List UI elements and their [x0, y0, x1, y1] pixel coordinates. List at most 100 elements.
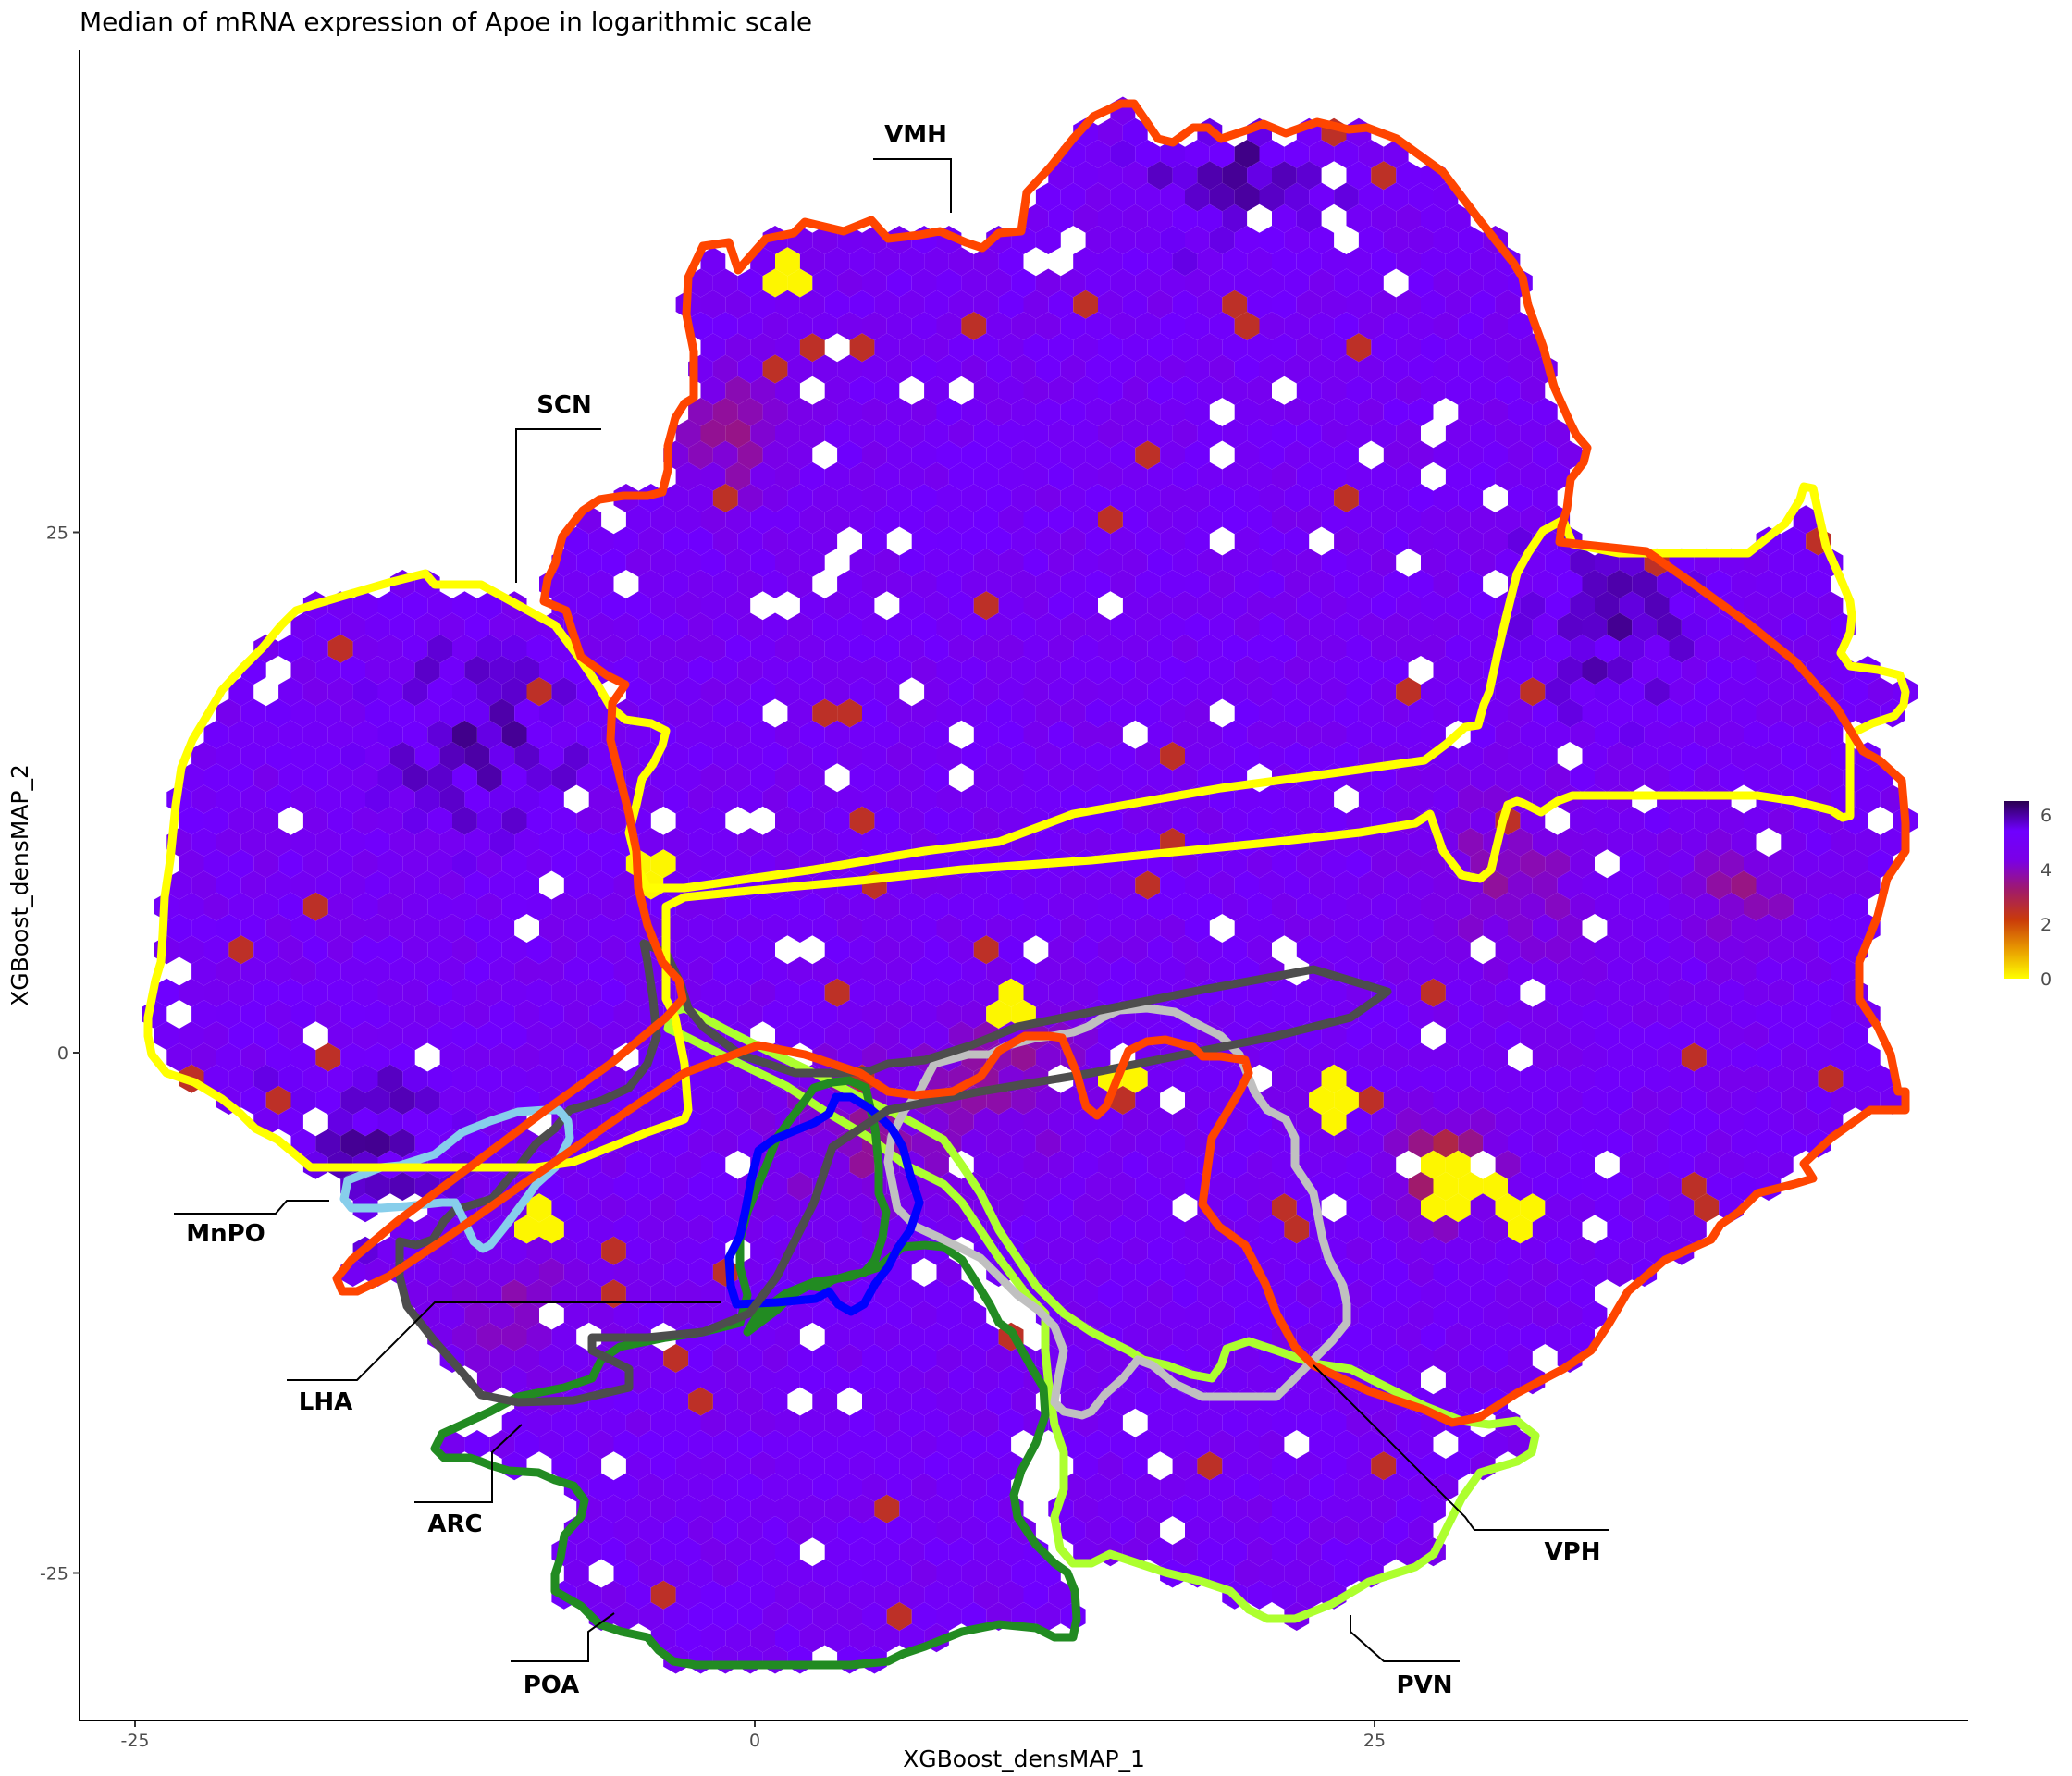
hex-bin — [1247, 978, 1272, 1007]
hex-bin — [775, 1451, 800, 1481]
hex-bin — [216, 828, 241, 857]
hex-bin — [1545, 763, 1571, 793]
hex-bin — [1284, 656, 1310, 684]
hex-bin — [539, 1344, 564, 1373]
hex-bin — [1744, 720, 1769, 749]
hex-bin — [886, 398, 912, 426]
hex-bin — [1421, 204, 1446, 233]
hex-bin — [973, 419, 999, 449]
hex-bin — [812, 526, 838, 556]
hex-bin — [1247, 376, 1272, 405]
hex-bin — [1396, 505, 1421, 535]
hex-bin — [1744, 634, 1769, 663]
hex-bin — [1458, 526, 1484, 556]
hex-bin — [1706, 1042, 1732, 1072]
hex-bin — [675, 935, 701, 965]
hex-bin — [849, 462, 875, 491]
hex-bin — [1110, 656, 1136, 684]
hex-bin — [1234, 526, 1260, 556]
hex-bin — [700, 376, 726, 405]
hex-bin — [1160, 1430, 1185, 1459]
hex-bin — [1744, 1064, 1769, 1093]
hex-bin — [1172, 247, 1198, 277]
hex-bin — [1744, 677, 1769, 707]
hex-bin — [862, 1602, 887, 1631]
hex-bin — [948, 1279, 974, 1309]
hex-bin — [613, 914, 639, 943]
hex-bin — [625, 720, 651, 749]
hex-bin — [365, 914, 390, 943]
hex-bin — [700, 591, 726, 621]
hex-bin — [750, 978, 775, 1007]
hex-bin — [886, 612, 912, 642]
hex-bin — [1644, 978, 1670, 1007]
hex-bin — [899, 1279, 925, 1309]
hex-bin — [911, 612, 937, 642]
hex-bin — [588, 612, 614, 642]
hex-bin — [824, 1623, 850, 1653]
hex-bin — [1358, 698, 1384, 728]
hex-bin — [1619, 1064, 1645, 1093]
hex-bin — [1334, 1128, 1359, 1158]
hex-bin — [1296, 1107, 1322, 1137]
hex-bin — [1222, 1451, 1248, 1481]
hex-bin — [1793, 1064, 1819, 1093]
hex-bin — [1445, 763, 1471, 793]
hex-bin — [563, 1559, 589, 1588]
hex-bin — [948, 1322, 974, 1351]
hex-bin — [837, 828, 862, 857]
hex-bin — [675, 1365, 701, 1395]
hex-bin — [924, 376, 949, 405]
hex-bin — [1259, 354, 1285, 384]
hex-bin — [750, 763, 775, 793]
hex-bin — [476, 634, 502, 663]
hex-bin — [1023, 1107, 1049, 1137]
hex-bin — [812, 828, 838, 857]
hex-bin — [899, 1494, 925, 1523]
hex-bin — [588, 956, 614, 986]
hex-bin — [1122, 1451, 1148, 1481]
hex-bin — [799, 462, 825, 491]
hex-bin — [302, 892, 328, 921]
hex-bin — [1470, 1107, 1496, 1137]
hex-bin — [464, 656, 490, 684]
hex-bin — [290, 1042, 316, 1072]
hex-bin — [1483, 742, 1508, 771]
hex-bin — [1818, 1064, 1844, 1093]
hex-bin — [1085, 398, 1111, 426]
hex-bin — [1408, 1516, 1434, 1545]
hex-bin — [464, 1172, 490, 1201]
hex-bin — [1035, 742, 1061, 771]
hex-bin — [799, 634, 825, 663]
hex-bin — [389, 828, 415, 857]
hex-bin — [1383, 354, 1409, 384]
hex-bin — [1209, 354, 1235, 384]
y-axis-title: XGBoost_densMAP_2 — [6, 764, 33, 1006]
hex-bin — [998, 1408, 1024, 1437]
hex-bin — [700, 1150, 726, 1179]
hex-bin — [389, 1042, 415, 1072]
hex-bin — [1073, 376, 1098, 405]
hex-bin — [1433, 354, 1459, 384]
hex-bin — [1321, 290, 1347, 319]
hex-bin — [1172, 892, 1198, 921]
hex-bin — [799, 548, 825, 577]
hex-bin — [402, 849, 428, 879]
hex-bin — [1719, 1021, 1744, 1051]
hex-bin — [1483, 398, 1508, 426]
hex-bin — [1570, 892, 1595, 921]
hex-bin — [1719, 677, 1744, 707]
hex-bin — [862, 1301, 887, 1330]
hex-bin — [1483, 1301, 1508, 1330]
hex-bin — [998, 1150, 1024, 1179]
hex-bin — [862, 1387, 887, 1416]
hex-bin — [824, 376, 850, 405]
hex-bin — [414, 612, 440, 642]
hex-bin — [874, 548, 900, 577]
hex-bin — [452, 849, 477, 879]
hex-bin — [688, 956, 713, 986]
hex-bin — [700, 1064, 726, 1093]
hex-bin — [1570, 591, 1595, 621]
hex-bin — [1358, 1042, 1384, 1072]
hex-bin — [1768, 763, 1794, 793]
